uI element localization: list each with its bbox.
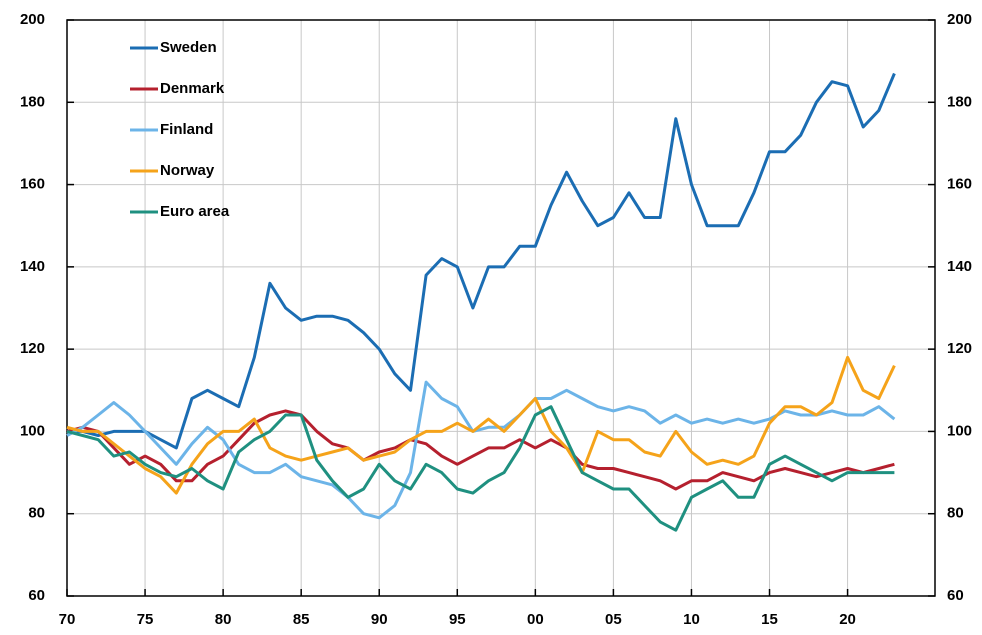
y2-tick-label: 200 [947,11,972,28]
x-tick-label: 75 [137,611,154,628]
y-tick-label: 80 [28,505,45,522]
x-tick-label: 80 [215,611,232,628]
y2-tick-label: 100 [947,422,972,439]
y-tick-label: 160 [20,176,45,193]
series-line [67,72,896,450]
series-line [66,380,896,520]
y2-tick-label: 60 [947,587,964,604]
legend-label: Finland [160,121,213,138]
plot-frame [66,19,936,597]
y2-tick-label: 120 [947,340,972,357]
series-line [66,409,895,491]
y-tick-label: 120 [20,340,45,357]
x-tick-label: 15 [761,611,778,628]
y-tick-label: 60 [28,587,45,604]
x-tick-label: 95 [449,611,466,628]
y-tick-label: 200 [20,11,45,28]
legend-label: Sweden [160,39,217,56]
y-tick-label: 180 [20,93,45,110]
legend-label: Denmark [160,80,225,97]
y-tick-label: 140 [20,258,45,275]
x-tick-label: 85 [293,611,310,628]
y2-tick-label: 160 [947,176,972,193]
y-tick-label: 100 [20,422,45,439]
y2-tick-label: 140 [947,258,972,275]
y2-tick-label: 80 [947,505,964,522]
legend-label: Euro area [160,203,230,220]
x-tick-label: 00 [527,611,544,628]
series-line [66,355,896,495]
x-tick-label: 10 [683,611,700,628]
x-tick-label: 70 [59,611,76,628]
legend-label: Norway [160,162,215,179]
x-tick-label: 20 [839,611,856,628]
series-line [66,405,895,532]
x-tick-label: 90 [371,611,388,628]
x-tick-label: 05 [605,611,622,628]
y2-tick-label: 180 [947,93,972,110]
